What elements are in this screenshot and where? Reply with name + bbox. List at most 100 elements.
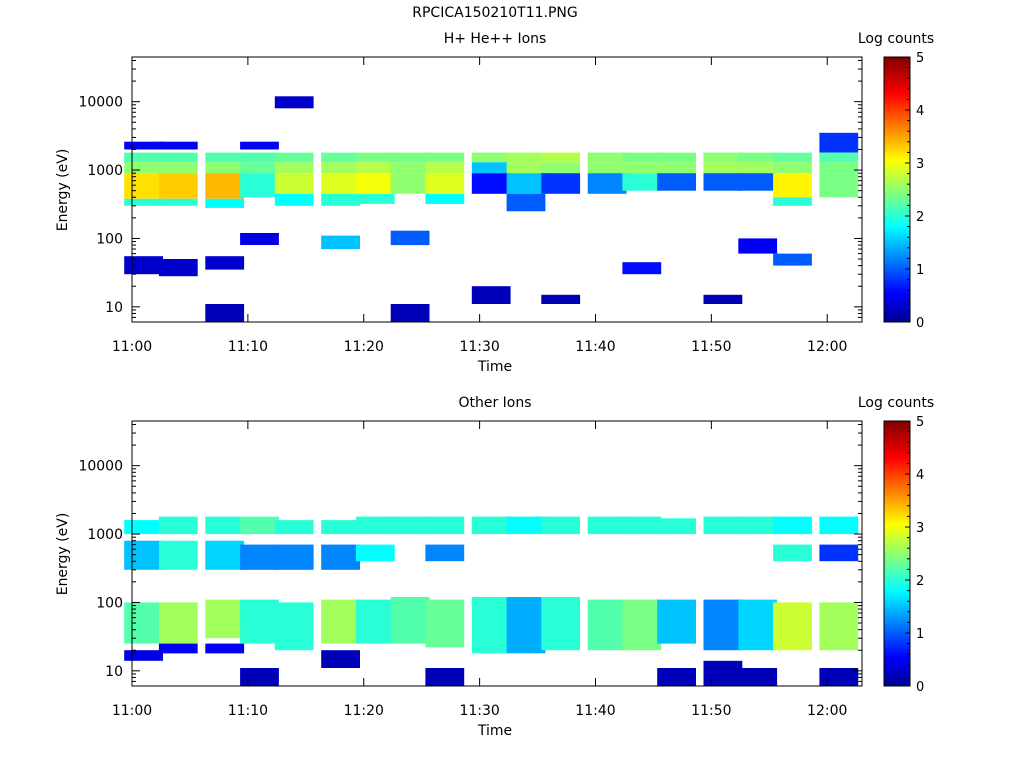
heatmap-cell: [425, 193, 465, 204]
heatmap-cell: [773, 516, 812, 535]
heatmap-cell: [390, 516, 430, 535]
colorbar-tick-label: 5: [916, 51, 924, 66]
heatmap-cell: [622, 516, 662, 535]
heatmap-cell: [205, 304, 245, 322]
y-axis-label: Energy (eV): [55, 149, 71, 232]
x-tick-label: 11:30: [459, 339, 499, 355]
heatmap-cell: [390, 597, 430, 644]
heatmap-cell: [205, 599, 245, 639]
panel-title: H+ He++ Ions: [444, 31, 547, 47]
heatmap-cell: [390, 304, 430, 322]
heatmap-cell: [205, 540, 245, 570]
colorbar-tick-label: 1: [916, 263, 924, 278]
heatmap-cell: [321, 152, 360, 163]
heatmap-cell: [541, 516, 581, 535]
x-tick-label: 12:00: [807, 703, 847, 719]
heatmap-cell: [205, 173, 245, 199]
plot-frame: [131, 420, 863, 687]
heatmap-cell: [355, 162, 395, 174]
heatmap-cell: [124, 198, 163, 206]
heatmap-cell: [390, 173, 430, 194]
heatmap-cell: [158, 173, 198, 199]
heatmap-cell: [205, 152, 245, 163]
heatmap-cell: [622, 152, 662, 163]
heatmap-cells: [124, 96, 859, 322]
heatmap-cell: [390, 230, 430, 246]
heatmap-cell: [321, 650, 360, 668]
heatmap-cell: [158, 602, 198, 644]
heatmap-cell: [158, 540, 198, 570]
heatmap-cell: [471, 516, 511, 535]
heatmap-cell: [773, 152, 812, 163]
heatmap-cell: [622, 173, 662, 191]
heatmap-cell: [622, 599, 662, 651]
heatmap-cell: [703, 162, 743, 174]
x-axis: 11:00 11:10 11:20 11:30 11:40 11:50 12:00: [112, 57, 847, 355]
heatmap-cell: [425, 152, 465, 163]
heatmap-cell: [541, 152, 581, 163]
heatmap-cell: [124, 141, 163, 150]
panel-h-he-ions: H+ He++ Ions 11:00 11:10 11:20 11:30 11:40 11…: [55, 31, 934, 375]
heatmap-cell: [773, 253, 812, 266]
heatmap-cell: [819, 162, 859, 174]
heatmap-cell: [390, 162, 430, 174]
heatmap-cell: [506, 162, 546, 174]
heatmap-cell: [205, 256, 245, 270]
heatmap-cell: [703, 599, 743, 651]
heatmap-cell: [205, 516, 245, 535]
y-tick-label: 10: [105, 300, 123, 316]
heatmap-cell: [274, 193, 314, 206]
heatmap-cell: [425, 668, 465, 686]
heatmap-cell: [124, 520, 163, 535]
heatmap-cell: [158, 152, 198, 163]
colorbar-label: Log counts: [858, 31, 934, 47]
heatmap-cell: [738, 162, 778, 174]
x-axis-label: Time: [477, 359, 512, 375]
heatmap-cell: [541, 294, 581, 304]
heatmap-cell: [819, 544, 859, 562]
heatmap-cell: [657, 518, 696, 535]
heatmap-cell: [622, 162, 662, 174]
heatmap-cell: [738, 173, 778, 191]
colorbar-ticks: 0 1 2 3 4 5: [905, 51, 924, 331]
figure-title: RPCICA150210T11.PNG: [412, 5, 578, 21]
heatmap-cell: [657, 668, 696, 686]
heatmap-cell: [274, 544, 314, 570]
y-tick-label: 10000: [78, 95, 123, 111]
heatmap-cell: [274, 96, 314, 109]
y-tick-label: 100: [96, 595, 123, 611]
heatmap-cell: [240, 233, 279, 245]
heatmap-cell: [506, 516, 546, 535]
heatmap-cell: [205, 198, 245, 208]
heatmap-cell: [773, 173, 812, 198]
heatmap-cell: [274, 520, 314, 535]
x-tick-label: 11:50: [691, 339, 731, 355]
heatmap-cell: [240, 544, 279, 570]
heatmap-cell: [738, 599, 778, 651]
x-tick-label: 11:10: [228, 339, 268, 355]
heatmap-cell: [471, 152, 511, 163]
y-tick-label: 1000: [87, 527, 123, 543]
heatmap-cell: [240, 141, 279, 150]
colorbar-tick-label: 3: [916, 157, 924, 172]
heatmap-cell: [158, 643, 198, 654]
x-axis-label: Time: [477, 723, 512, 739]
heatmap-cell: [703, 152, 743, 163]
heatmap-cell: [773, 602, 812, 651]
heatmap-cell: [321, 235, 360, 249]
heatmap-cell: [240, 599, 279, 644]
heatmap-cell: [587, 599, 627, 651]
heatmap-cell: [657, 173, 696, 191]
heatmap-cell: [274, 173, 314, 194]
heatmap-cell: [274, 162, 314, 174]
x-tick-label: 11:20: [344, 703, 384, 719]
y-tick-label: 10000: [78, 459, 123, 475]
heatmap-cell: [425, 544, 465, 562]
heatmap-cell: [124, 152, 163, 163]
heatmap-cell: [124, 650, 163, 661]
heatmap-cell: [657, 152, 696, 163]
heatmap-cell: [321, 173, 360, 194]
heatmap-cell: [819, 152, 859, 163]
heatmap-cell: [471, 286, 511, 304]
colorbar-ticks: 0 1 2 3 4 5: [905, 415, 924, 695]
